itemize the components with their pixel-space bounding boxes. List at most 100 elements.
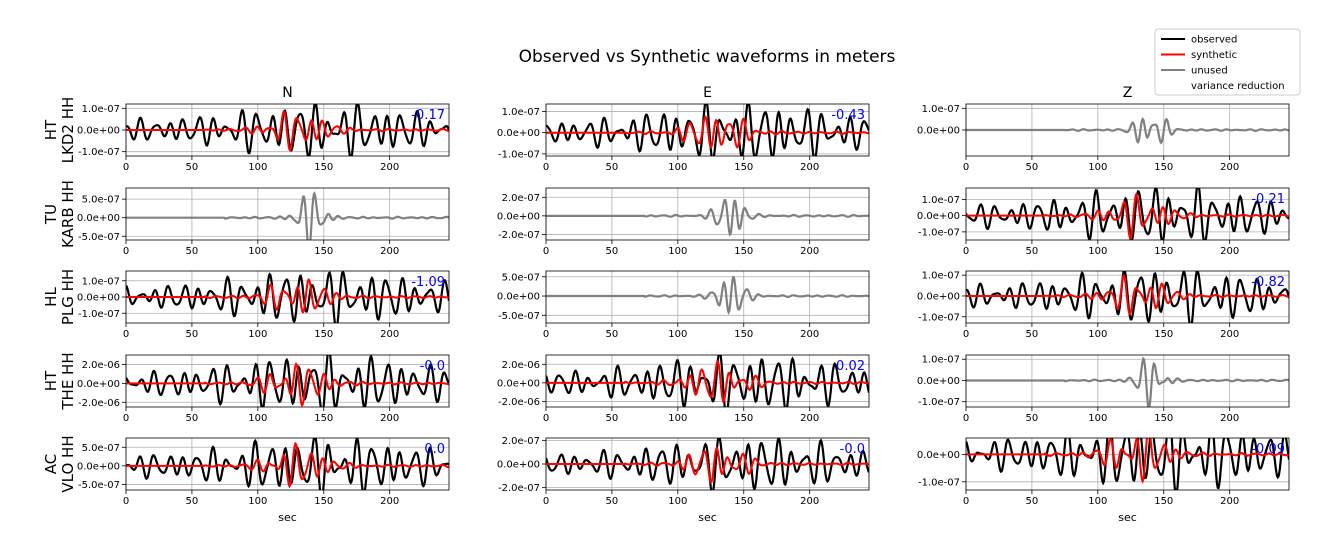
station-network: HL [42, 287, 60, 307]
y-tick-label: 2.0e-07 [502, 436, 540, 447]
x-tick-label: 0 [543, 496, 549, 507]
x-tick-label: 100 [668, 496, 687, 507]
panel-lkd2-z: 0 50 100 150 200 1.0e-07 0.0e+00 Z [917, 85, 1290, 173]
unused-trace [126, 191, 449, 240]
panel-plg-e: 0 50 100 150 200 5.0e-07 0.0e+00 -5.0e-07 [497, 270, 870, 340]
axes-frame [125, 437, 450, 491]
x-tick-label: 150 [314, 496, 333, 507]
axes-frame [965, 270, 1290, 324]
x-tick-label: 200 [380, 246, 399, 257]
unused-trace [966, 356, 1289, 407]
component-title-z: Z [1123, 85, 1133, 101]
x-tick-label: 0 [543, 329, 549, 340]
panel-karb-n: 0 50 100 150 200 5.0e-07 0.0e+00 -5.0e-07 [77, 187, 450, 257]
station-code: THE HH [59, 352, 77, 410]
x-tick-label: 0 [123, 246, 129, 257]
legend: observed synthetic unused variance reductio… [1154, 28, 1301, 96]
y-tick-label: 5.0e-07 [82, 195, 120, 206]
x-tick-label: 0 [963, 496, 969, 507]
panel-lkd2-n: 0 50 100 150 200 1.0e-07 0.0e+00 -1.0e-07 -0.17 N [77, 85, 450, 173]
station-label: HLPLG HH [42, 269, 77, 325]
x-tick-label: 200 [800, 246, 819, 257]
x-tick-label: 150 [734, 413, 753, 424]
x-tick-label: 100 [1088, 413, 1107, 424]
x-tick-label: 50 [606, 496, 619, 507]
station-label: ACVLO HH [42, 435, 77, 492]
variance-reduction-label: -0.09 [1251, 442, 1285, 457]
y-tick-label: 0.0e+00 [917, 450, 960, 461]
x-tick-label: 0 [963, 413, 969, 424]
axes-frame [545, 354, 870, 408]
x-tick-label: 200 [800, 162, 819, 173]
variance-reduction-label: -0.0 [840, 442, 865, 457]
x-tick-label: 50 [186, 329, 199, 340]
panel-karb-z: 0 50 100 150 200 1.0e-07 0.0e+00 -1.0e-07 -0.21 [917, 187, 1290, 257]
y-tick-label: 0.0e+00 [917, 291, 960, 302]
x-tick-label: 100 [248, 162, 267, 173]
x-tick-label: 50 [606, 162, 619, 173]
variance-reduction-label: -0.17 [411, 108, 445, 123]
station-network: HT [42, 119, 60, 140]
x-tick-label: 200 [380, 162, 399, 173]
x-tick-label: 50 [186, 496, 199, 507]
y-tick-label: 0.0e+00 [497, 292, 540, 303]
y-tick-label: -5.0e-07 [498, 311, 540, 322]
x-tick-label: 100 [668, 162, 687, 173]
x-tick-label: 150 [734, 162, 753, 173]
unused-trace [546, 275, 869, 315]
observed-trace [126, 355, 449, 407]
y-tick-label: -5.0e-07 [78, 480, 120, 491]
synthetic-trace [126, 441, 449, 489]
x-tick-label: 100 [248, 329, 267, 340]
y-tick-label: 1.0e-07 [502, 107, 540, 118]
x-tick-label: 200 [1220, 162, 1239, 173]
component-title-n: N [282, 85, 292, 101]
x-tick-label: 100 [248, 496, 267, 507]
x-tick-label: 50 [606, 413, 619, 424]
y-tick-label: -2.0e-06 [498, 397, 540, 408]
station-code: PLG HH [59, 269, 77, 325]
y-tick-label: -1.0e-07 [918, 397, 960, 408]
y-tick-label: -1.0e-07 [78, 309, 120, 320]
synthetic-trace [966, 438, 1289, 484]
y-tick-label: 1.0e-07 [82, 104, 120, 115]
panel-vlo-n: 0 50 100 150 200 5.0e-07 0.0e+00 -5.0e-07 0.0 sec [77, 437, 450, 524]
y-tick-label: 2.0e-07 [502, 193, 540, 204]
x-tick-label: 0 [543, 162, 549, 173]
y-tick-label: -1.0e-07 [78, 147, 120, 158]
y-tick-label: 1.0e-07 [82, 276, 120, 287]
variance-reduction-label: -0.43 [831, 108, 865, 123]
station-code: VLO HH [59, 435, 77, 492]
x-axis-label: sec [278, 511, 297, 524]
station-label: TUKARB HH [42, 180, 77, 248]
x-tick-label: 0 [963, 329, 969, 340]
synthetic-trace [546, 359, 869, 404]
station-code: KARB HH [59, 180, 77, 248]
y-tick-label: 0.0e+00 [77, 379, 120, 390]
axes-frame [965, 187, 1290, 241]
x-tick-label: 150 [1154, 162, 1173, 173]
legend-entry-label: unused [1191, 66, 1228, 77]
y-tick-label: 0.0e+00 [77, 293, 120, 304]
x-tick-label: 50 [606, 246, 619, 257]
component-title-e: E [703, 85, 712, 101]
synthetic-trace [126, 278, 449, 314]
x-tick-label: 150 [1154, 329, 1173, 340]
x-tick-label: 200 [1220, 329, 1239, 340]
legend-entry-label: observed [1191, 35, 1237, 46]
variance-reduction-label: -0.21 [1251, 192, 1285, 207]
station-network: AC [42, 454, 60, 474]
panel-plg-z: 0 50 100 150 200 1.0e-07 0.0e+00 -1.0e-07 -0.82 [917, 270, 1290, 340]
x-tick-label: 50 [186, 246, 199, 257]
panel-plg-n: 0 50 100 150 200 1.0e-07 0.0e+00 -1.0e-07 -1.09 [77, 270, 450, 340]
station-code: LKD2 HH [59, 97, 77, 164]
y-tick-label: -1.0e-07 [918, 312, 960, 323]
y-tick-label: 0.0e+00 [497, 378, 540, 389]
y-tick-label: -2.0e-07 [498, 483, 540, 494]
x-tick-label: 100 [1088, 496, 1107, 507]
x-tick-label: 150 [314, 246, 333, 257]
x-tick-label: 100 [668, 329, 687, 340]
unused-trace [546, 199, 869, 237]
panel-the-z: 0 50 100 150 200 1.0e-07 0.0e+00 -1.0e-07 [917, 354, 1290, 424]
observed-trace [126, 438, 449, 490]
